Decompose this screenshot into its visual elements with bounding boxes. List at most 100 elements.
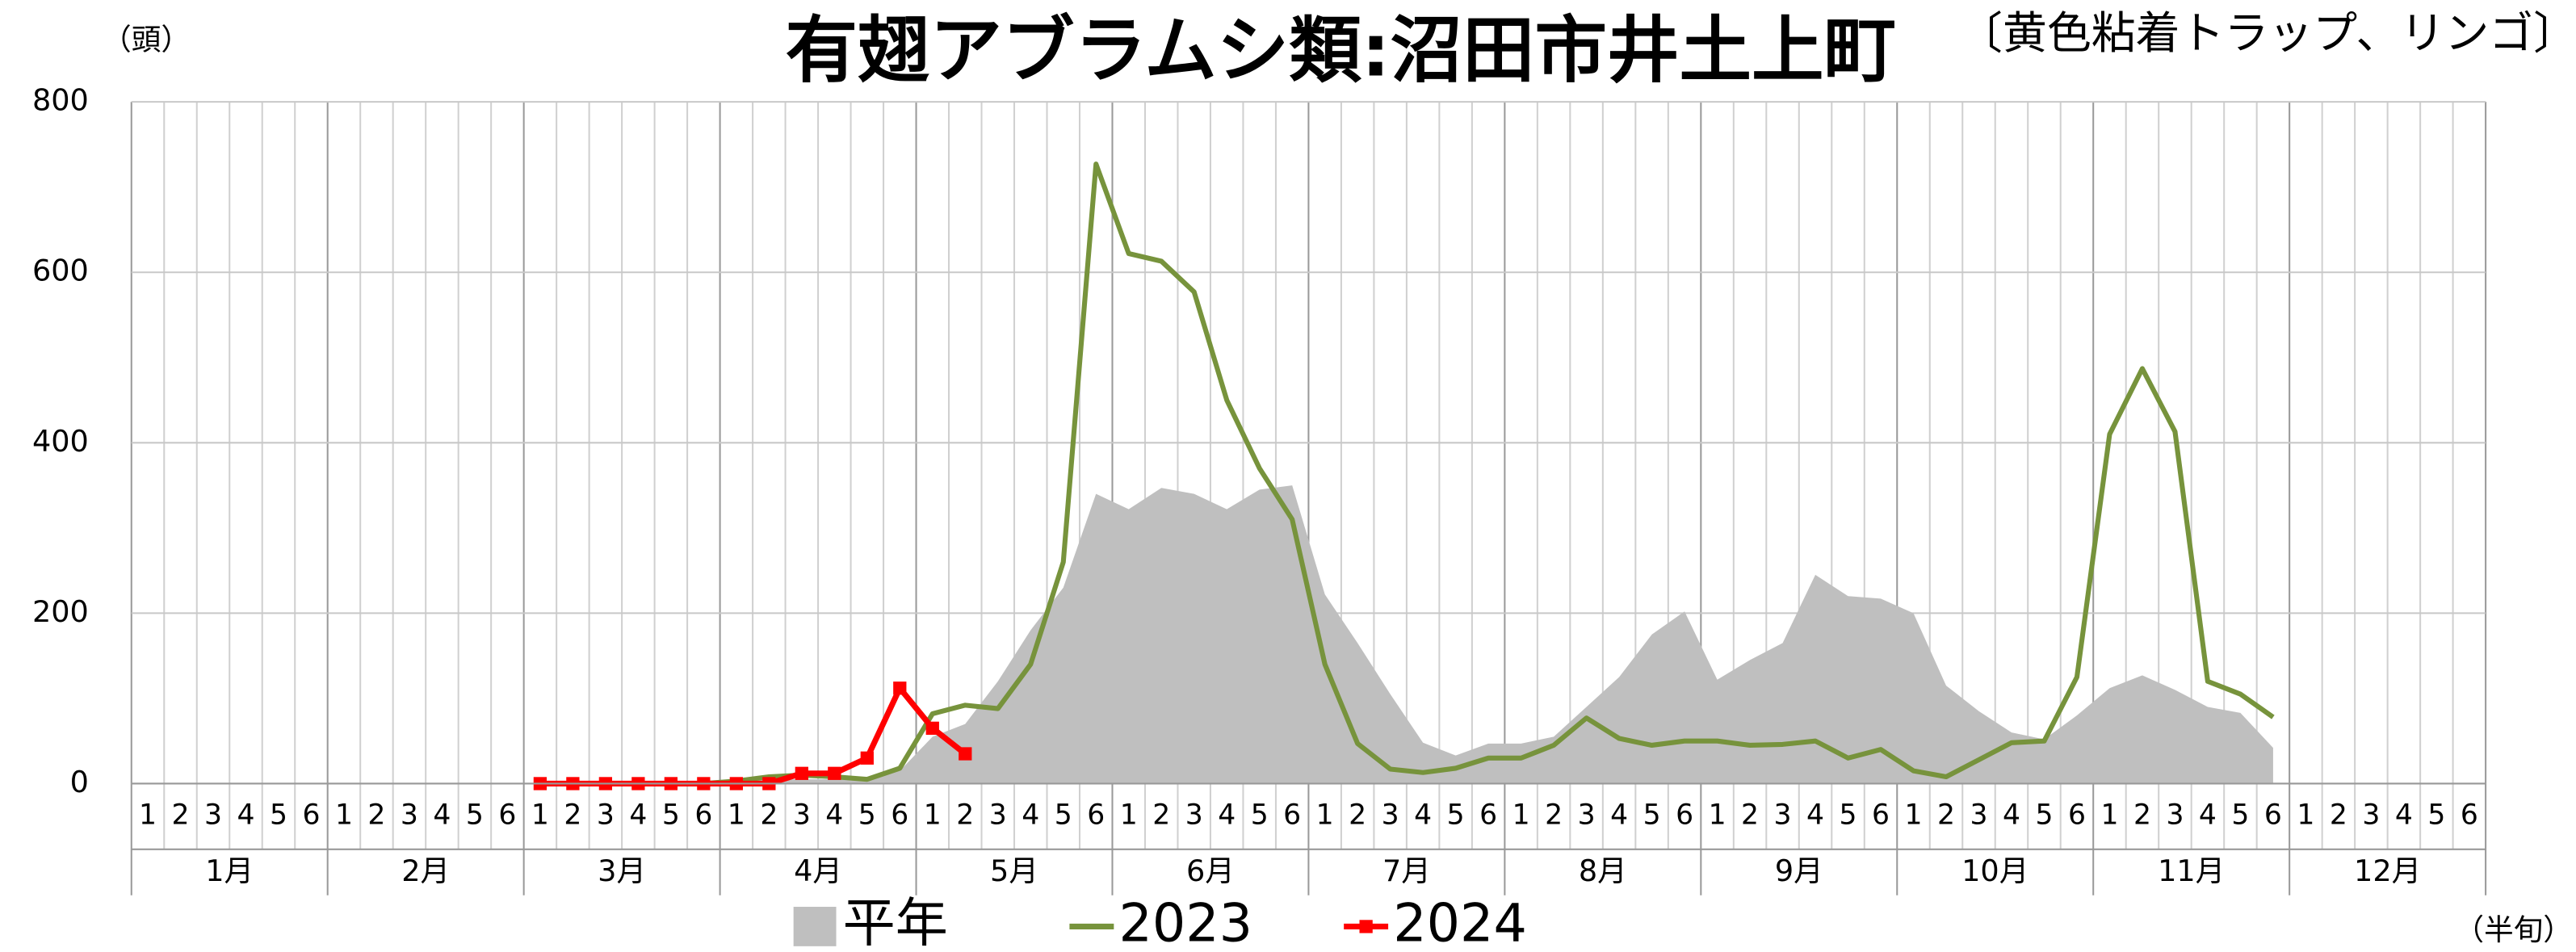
- x-tick-label: 5: [858, 799, 876, 832]
- x-group-label: 12月: [2354, 853, 2421, 888]
- x-group-label: 9月: [1775, 853, 1823, 888]
- x-tick-label: 4: [2003, 799, 2020, 832]
- x-tick-label: 4: [825, 799, 843, 832]
- y-tick-label: 600: [32, 254, 89, 288]
- x-tick-label: 2: [1741, 799, 1759, 832]
- x-tick-label: 2: [2133, 799, 2151, 832]
- x-tick-label: 6: [2068, 799, 2086, 832]
- x-tick-label: 6: [1087, 799, 1105, 832]
- x-tick-label: 4: [1218, 799, 1236, 832]
- x-tick-label: 2: [2330, 799, 2347, 832]
- x-tick-label: 3: [1578, 799, 1596, 832]
- x-tick-label: 4: [1022, 799, 1039, 832]
- x-tick-label: 6: [302, 799, 320, 832]
- x-group-label: 2月: [401, 853, 450, 888]
- x-tick-label: 5: [1055, 799, 1072, 832]
- x-tick-label: 1: [335, 799, 353, 832]
- x-tick-label: 6: [498, 799, 516, 832]
- x-tick-label: 1: [1120, 799, 1138, 832]
- x-tick-label: 2: [1152, 799, 1170, 832]
- y-tick-label: 800: [32, 83, 89, 118]
- x-tick-label: 1: [1905, 799, 1923, 832]
- x-axis-label: （半旬）: [2454, 912, 2572, 947]
- x-tick-label: 1: [924, 799, 942, 832]
- chart-subtitle: 〔黄色粘着トラップ、リンゴ〕: [1958, 7, 2576, 59]
- x-tick-label: 6: [891, 799, 908, 832]
- x-tick-label: 4: [1806, 799, 1824, 832]
- y-tick-label: 400: [32, 424, 89, 459]
- chart-title: 有翅アブラムシ類:沼田市井土上町: [785, 10, 1896, 94]
- x-tick-label: 5: [2035, 799, 2053, 832]
- x-tick-label: 2: [1545, 799, 1563, 832]
- marker: [828, 766, 841, 780]
- x-tick-label: 5: [1447, 799, 1465, 832]
- x-tick-label: 5: [270, 799, 287, 832]
- x-tick-label: 6: [1283, 799, 1301, 832]
- x-tick-label: 4: [237, 799, 254, 832]
- x-tick-label: 2: [171, 799, 189, 832]
- x-tick-label: 5: [1840, 799, 1857, 832]
- y-tick-label: 0: [70, 765, 89, 799]
- x-tick-label: 1: [2100, 799, 2118, 832]
- legend-swatch: [793, 907, 837, 946]
- x-group-label: 7月: [1382, 853, 1431, 888]
- x-tick-label: 2: [760, 799, 778, 832]
- x-tick-label: 3: [1774, 799, 1792, 832]
- x-group-label: 10月: [1961, 853, 2028, 888]
- x-tick-label: 5: [2427, 799, 2445, 832]
- x-group-label: 11月: [2158, 853, 2225, 888]
- area: [736, 485, 2273, 784]
- x-tick-label: 6: [2461, 799, 2478, 832]
- legend-marker: [1359, 920, 1373, 933]
- x-tick-label: 5: [662, 799, 680, 832]
- x-tick-label: 6: [1872, 799, 1890, 832]
- x-tick-label: 5: [466, 799, 484, 832]
- x-tick-label: 3: [2362, 799, 2380, 832]
- x-tick-label: 1: [1709, 799, 1726, 832]
- x-tick-label: 3: [597, 799, 615, 832]
- x-tick-label: 5: [1251, 799, 1269, 832]
- x-group-label: 1月: [205, 853, 254, 888]
- x-tick-label: 4: [2199, 799, 2217, 832]
- x-tick-label: 2: [1937, 799, 1955, 832]
- legend-label: 2024: [1393, 894, 1527, 952]
- legend-label: 2023: [1118, 894, 1252, 952]
- marker: [959, 747, 972, 761]
- x-tick-label: 1: [1316, 799, 1334, 832]
- x-tick-label: 6: [694, 799, 712, 832]
- marker: [893, 681, 907, 695]
- x-group-label: 5月: [990, 853, 1038, 888]
- x-tick-label: 5: [2231, 799, 2249, 832]
- x-tick-label: 2: [564, 799, 581, 832]
- x-tick-label: 1: [139, 799, 157, 832]
- legend-label: 平年: [843, 894, 948, 952]
- x-tick-label: 5: [1643, 799, 1661, 832]
- x-tick-label: 4: [433, 799, 451, 832]
- x-group-label: 3月: [598, 853, 646, 888]
- x-tick-label: 6: [1479, 799, 1497, 832]
- x-group-label: 4月: [794, 853, 842, 888]
- x-tick-label: 1: [728, 799, 745, 832]
- x-tick-label: 1: [1512, 799, 1530, 832]
- x-tick-label: 2: [956, 799, 974, 832]
- x-tick-label: 1: [2297, 799, 2314, 832]
- x-tick-label: 3: [204, 799, 222, 832]
- y-tick-label: 200: [32, 594, 89, 629]
- marker: [925, 721, 939, 735]
- x-tick-label: 6: [1676, 799, 1693, 832]
- x-tick-label: 2: [367, 799, 385, 832]
- x-tick-label: 4: [2395, 799, 2413, 832]
- x-tick-label: 6: [2264, 799, 2282, 832]
- x-tick-label: 4: [1610, 799, 1628, 832]
- x-tick-label: 3: [1970, 799, 1987, 832]
- x-tick-label: 3: [2166, 799, 2184, 832]
- x-tick-label: 3: [1382, 799, 1399, 832]
- y-axis-label: （頭）: [102, 22, 191, 57]
- x-group-label: 8月: [1579, 853, 1627, 888]
- x-tick-label: 4: [629, 799, 647, 832]
- x-tick-label: 1: [531, 799, 549, 832]
- x-tick-label: 3: [1185, 799, 1203, 832]
- x-tick-label: 3: [989, 799, 1007, 832]
